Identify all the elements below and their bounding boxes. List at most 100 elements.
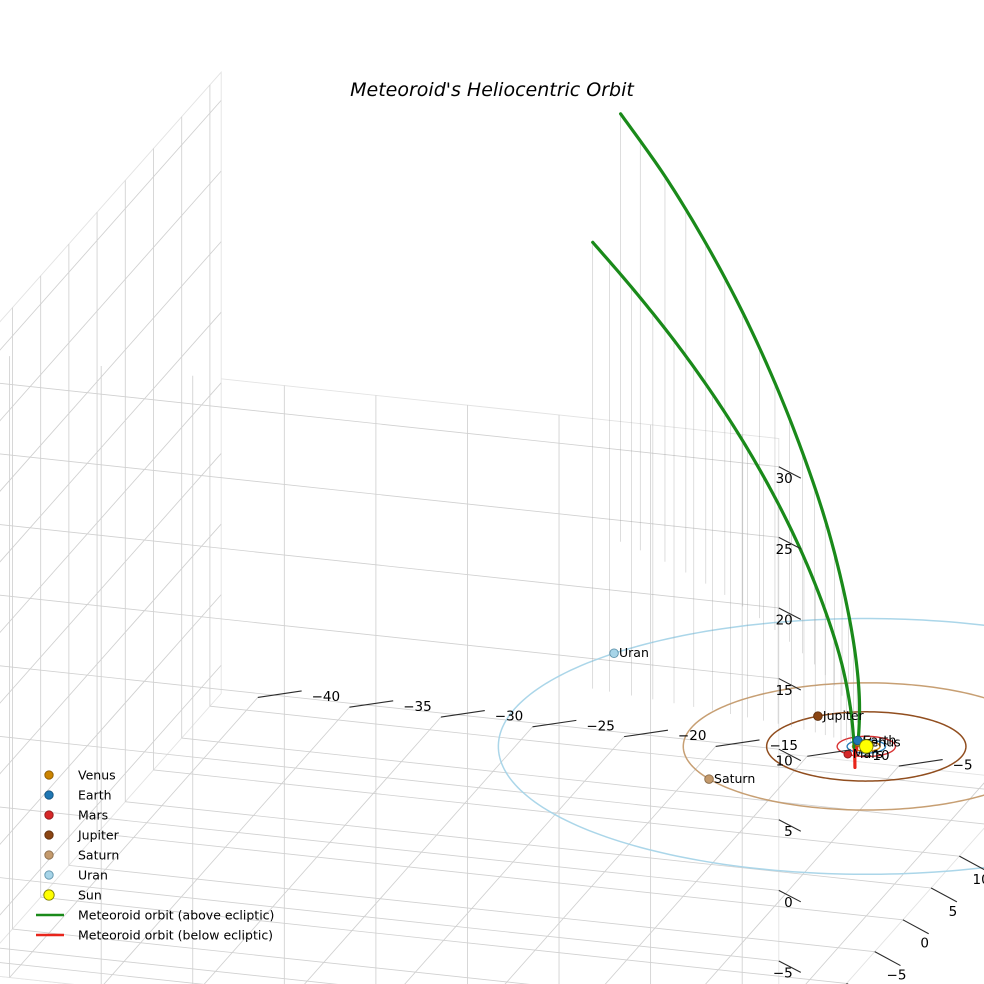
x-axis-tick-mark [902,919,929,935]
meteoroid-branch-outbound-above-ecliptic [619,112,862,746]
legend-label-jupiter[interactable]: Jupiter [77,828,120,843]
z-axis-tick-mark [778,536,802,550]
planet-label-saturn: Saturn [714,771,755,786]
z-axis-tick-label: 20 [776,612,793,628]
z-axis-tick-mark [778,748,802,762]
planet-marker-saturn [704,774,714,784]
z-axis-tick-label: 0 [784,895,793,911]
z-axis-tick-mark [778,960,802,973]
orbit-jupiter [765,711,967,782]
grid-leftwall-z [0,735,779,821]
y-axis-tick-mark [715,739,760,747]
planet-marker-uran [609,648,619,658]
sun-marker [859,739,874,754]
y-axis-tick-mark [624,729,669,738]
planet-label-jupiter: Jupiter [822,708,865,723]
axis-ticks: −20−15−10−505101520−40−35−30−25−20−15−10… [257,466,984,984]
planet-marker-earth [852,735,863,746]
grid-backwall-z [0,100,222,351]
legend-marker-jupiter [44,830,54,840]
grid-leftwall-z [0,453,779,538]
grid-backwall-z [0,170,222,422]
grid-leftwall-z [0,947,339,984]
legend-marker-saturn [44,850,54,860]
legend[interactable]: Venus Earth Mars Jupiter Saturn Uran Sun Meteor… [36,768,274,943]
grid-floor-x [0,962,205,984]
grid-floor-y [705,765,900,984]
meteoroid-trajectory [591,112,862,770]
grid-lines [0,84,984,984]
z-axis-tick-label: 30 [776,471,793,487]
legend-label-meteoroid-orbit-above-ecliptic[interactable]: Meteoroid orbit (above ecliptic) [78,908,274,923]
axes-panes [0,70,984,984]
z-axis-tick-label: 10 [776,754,793,770]
x-axis-tick-label: 0 [920,936,929,952]
grid-leftwall-z [0,877,779,962]
chart-title: Meteoroid's Heliocentric Orbit [350,79,635,101]
y-axis-tick-mark [532,719,577,728]
legend-marker-sun [43,889,55,901]
x-axis-tick-mark [874,951,901,967]
legend-label-saturn[interactable]: Saturn [78,848,119,863]
grid-leftwall-z [0,594,779,679]
y-axis-tick-label: −40 [312,689,341,705]
y-axis-tick-mark [898,759,943,767]
y-axis-tick-mark [257,690,302,698]
z-axis-tick-label: 15 [776,683,793,699]
y-axis-tick-label: −25 [586,718,615,734]
legend-marker-uran [44,870,54,880]
orbit-saturn [682,682,984,811]
grid-backwall-z [0,382,222,634]
meteoroid-stems [592,113,860,746]
legend-label-uran[interactable]: Uran [78,868,108,883]
legend-marker-earth [44,790,54,800]
meteoroid-branch-inbound-above-ecliptic [591,240,856,750]
x-axis-tick-mark [959,855,984,871]
z-axis-tick-label: 25 [776,542,793,558]
z-axis-tick-mark [778,466,802,479]
legend-label-mars[interactable]: Mars [78,808,108,823]
legend-label-sun[interactable]: Sun [78,888,102,903]
x-axis-tick-label: −5 [887,968,907,984]
grid-floor-y [805,782,984,984]
planet-marker-mars [843,749,853,759]
grid-backwall-z [0,311,222,563]
grid-leftwall-z [0,665,779,750]
grid-floor-y [103,706,350,984]
grid-floor-y [203,716,442,984]
z-axis-tick-label: −5 [773,965,793,981]
grid-floor-y [504,746,716,984]
grid-backwall-z [0,523,222,775]
meteoroid-branch-outbound-below-ecliptic [853,742,860,759]
grid-leftwall-z [0,382,779,468]
legend-label-venus[interactable]: Venus [78,768,116,783]
y-axis-tick-mark [440,710,485,718]
grid-backwall-z [0,594,222,845]
x-axis-tick-label: 5 [949,904,958,920]
y-axis-tick-label: −20 [678,728,707,744]
grid-backwall-z [0,453,222,704]
grid-floor-y [304,726,533,984]
x-axis-tick-label: 10 [973,872,984,888]
grid-backwall-z [0,664,222,916]
x-axis-tick-mark [930,887,958,903]
grid-leftwall-z [0,524,779,609]
planet-label-uran: Uran [619,645,649,660]
legend-label-meteoroid-orbit-below-ecliptic[interactable]: Meteoroid orbit (below ecliptic) [78,928,273,943]
z-axis-tick-label: 5 [784,824,793,840]
y-axis-tick-mark [807,749,852,757]
y-axis-tick-label: −15 [770,738,799,754]
y-axis-tick-label: −30 [495,709,524,725]
legend-label-earth[interactable]: Earth [78,788,112,803]
grid-floor-y [404,736,625,984]
z-axis-tick-mark [778,678,802,691]
y-axis-tick-mark [349,700,394,708]
planet-marker-jupiter [813,711,823,721]
grid-floor-y [9,697,259,978]
grid-backwall-z [0,241,222,492]
legend-marker-mars [44,810,54,820]
y-axis-tick-label: −35 [403,699,432,715]
